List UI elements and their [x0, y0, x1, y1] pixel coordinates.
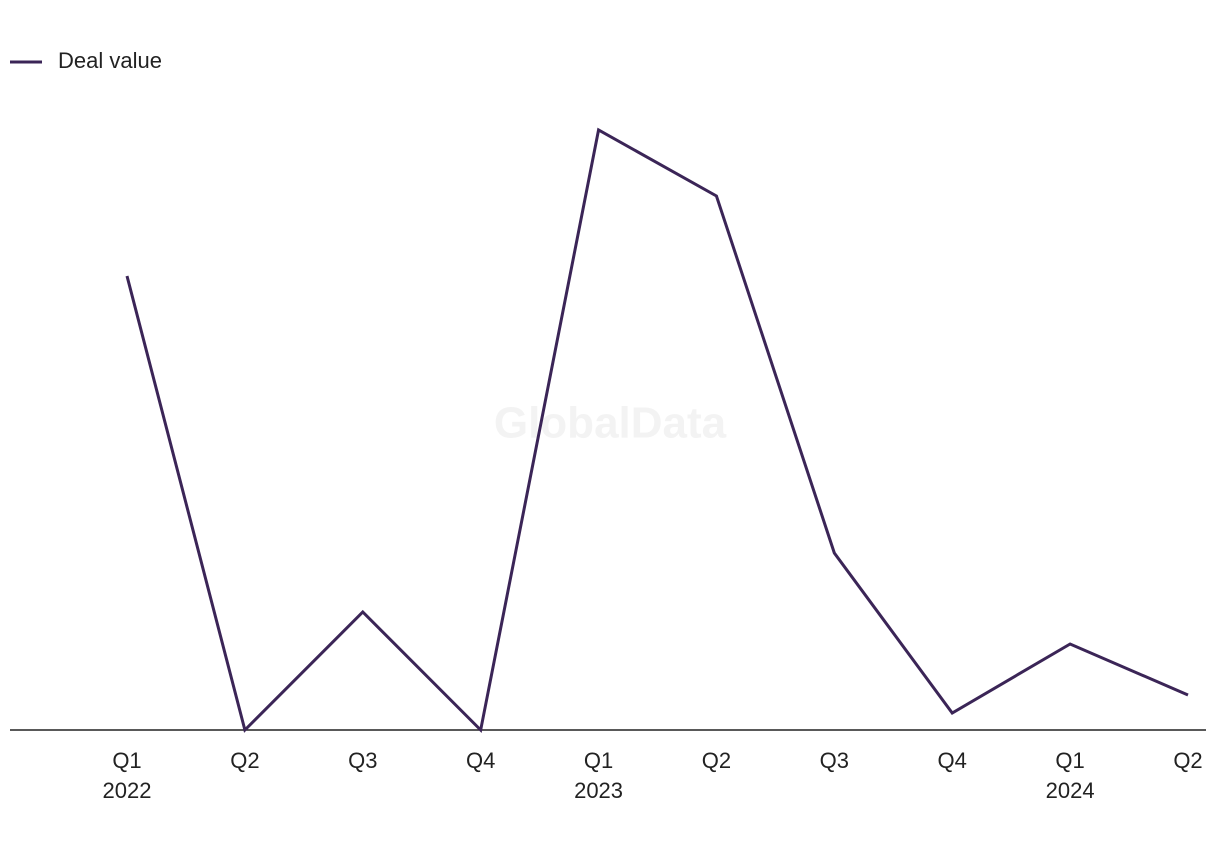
x-tick-label-line: Q2 [230, 748, 259, 773]
x-tick-label: Q4 [938, 748, 967, 773]
x-tick-label: Q1 2023 [574, 748, 623, 803]
legend-label: Deal value [58, 48, 162, 73]
x-tick-label-line: Q1 [1055, 748, 1084, 773]
watermark: GlobalData [494, 399, 727, 448]
x-tick-label-line: Q4 [466, 748, 495, 773]
x-tick-label-line: 2024 [1046, 778, 1095, 803]
x-tick-label-line: 2022 [103, 778, 152, 803]
x-tick-label-line: Q2 [1173, 748, 1202, 773]
x-tick-label: Q3 [820, 748, 849, 773]
x-tick-label-line: Q3 [348, 748, 377, 773]
x-tick-label-line: Q3 [820, 748, 849, 773]
x-tick-label: Q1 2022 [103, 748, 152, 803]
x-tick-label-line: Q1 [584, 748, 613, 773]
x-tick-label-line: 2023 [574, 778, 623, 803]
x-tick-label: Q3 [348, 748, 377, 773]
data-line [125, 127, 1189, 734]
x-tick-label: Q2 [230, 748, 259, 773]
x-tick-label-line: Q4 [938, 748, 967, 773]
x-tick-label: Q1 2024 [1046, 748, 1095, 803]
x-tick-label: Q2 [1173, 748, 1202, 773]
x-tick-label: Q4 [466, 748, 495, 773]
x-tick-label: Q2 [702, 748, 731, 773]
x-tick-label-line: Q1 [112, 748, 141, 773]
x-tick-label-line: Q2 [702, 748, 731, 773]
